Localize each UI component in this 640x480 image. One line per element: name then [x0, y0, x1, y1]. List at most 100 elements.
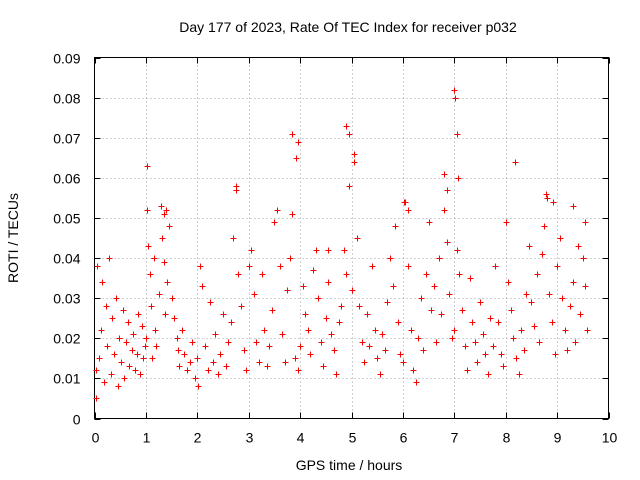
data-point [181, 351, 188, 358]
data-point [187, 359, 194, 366]
data-point [93, 367, 100, 374]
axis-ticks [94, 57, 610, 420]
data-point [266, 343, 273, 350]
data-point [103, 303, 110, 310]
data-point [413, 379, 420, 386]
data-point [320, 363, 327, 370]
data-point [331, 347, 338, 354]
data-point [104, 343, 111, 350]
data-point [293, 155, 300, 162]
data-point [341, 247, 348, 254]
data-point [121, 375, 128, 382]
x-tick-label: 4 [297, 430, 305, 446]
data-point [346, 183, 353, 190]
data-point [158, 203, 165, 210]
data-point [215, 371, 222, 378]
data-point [210, 359, 217, 366]
data-point [580, 255, 587, 262]
data-point [541, 223, 548, 230]
data-point [369, 263, 376, 270]
data-point [472, 339, 479, 346]
data-point [277, 263, 284, 270]
data-point [323, 315, 330, 322]
data-point [552, 351, 559, 358]
data-point [235, 271, 242, 278]
data-point [175, 347, 182, 354]
data-point [377, 371, 384, 378]
y-tick-label: 0 [73, 412, 81, 428]
x-tick-label: 10 [602, 430, 618, 446]
data-point [582, 283, 589, 290]
data-point [395, 319, 402, 326]
data-point [295, 139, 302, 146]
data-point [436, 255, 443, 262]
data-point [305, 327, 312, 334]
data-point [441, 171, 448, 178]
data-point [251, 291, 258, 298]
data-point [243, 367, 250, 374]
data-point [261, 327, 268, 334]
y-tick-label: 0.06 [53, 171, 80, 187]
data-point [477, 299, 484, 306]
data-point [246, 263, 253, 270]
data-point [152, 327, 159, 334]
data-point [426, 219, 433, 226]
data-point [456, 271, 463, 278]
y-tick-label: 0.09 [53, 51, 80, 67]
data-point [113, 295, 120, 302]
data-point [163, 207, 170, 214]
data-point [382, 347, 389, 354]
data-point [302, 311, 309, 318]
y-axis-label: ROTI / TECUs [5, 193, 21, 283]
data-point [300, 283, 307, 290]
data-point [451, 87, 458, 94]
data-point [274, 207, 281, 214]
data-point [223, 363, 230, 370]
data-point [207, 299, 214, 306]
data-point [495, 319, 502, 326]
data-point [135, 311, 142, 318]
data-point [126, 363, 133, 370]
x-tick-label: 6 [400, 430, 408, 446]
data-point [544, 195, 551, 202]
data-point [132, 367, 139, 374]
data-point [485, 371, 492, 378]
data-point [444, 239, 451, 246]
data-point [292, 355, 299, 362]
data-point [111, 351, 118, 358]
data-point [248, 247, 255, 254]
data-point [282, 359, 289, 366]
data-point [289, 211, 296, 218]
data-point [397, 351, 404, 358]
y-tick-label: 0.03 [53, 291, 80, 307]
data-point [140, 355, 147, 362]
y-tick-label: 0.07 [53, 131, 80, 147]
data-point [526, 243, 533, 250]
data-point [584, 327, 591, 334]
data-point [408, 327, 415, 334]
data-point [482, 351, 489, 358]
data-point [384, 299, 391, 306]
data-point [543, 191, 550, 198]
data-point [539, 251, 546, 258]
data-point [106, 255, 113, 262]
data-point [343, 271, 350, 278]
data-point [462, 343, 469, 350]
data-point [423, 271, 430, 278]
x-tick-label: 2 [194, 430, 202, 446]
data-point [333, 371, 340, 378]
data-point [228, 319, 235, 326]
data-point [295, 367, 302, 374]
data-point [562, 327, 569, 334]
x-tick-label: 7 [451, 430, 459, 446]
data-point [451, 327, 458, 334]
data-point [149, 355, 156, 362]
data-point [521, 347, 528, 354]
data-point [108, 371, 115, 378]
data-point [392, 223, 399, 230]
data-point [364, 311, 371, 318]
data-point [153, 343, 160, 350]
data-point [354, 235, 361, 242]
data-point [441, 207, 448, 214]
data-point [315, 295, 322, 302]
